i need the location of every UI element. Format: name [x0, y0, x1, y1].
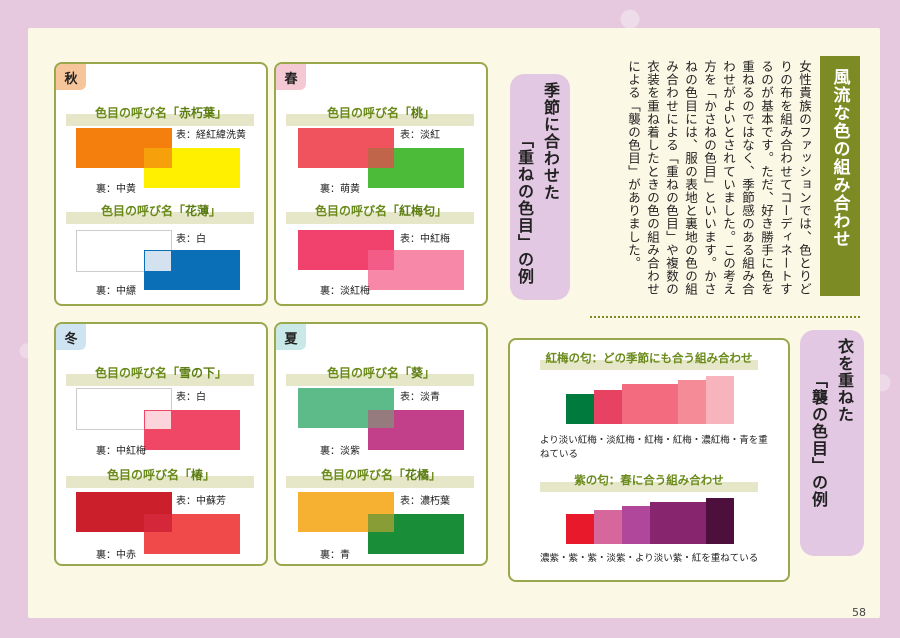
swatch-overlap: [368, 410, 394, 428]
season-tag: 冬: [56, 324, 86, 350]
color-name: 色目の呼び名「雪の下」: [94, 366, 228, 380]
name-underline: [286, 476, 474, 488]
swatch-overlap: [144, 148, 172, 168]
color-name: 色目の呼び名「紅梅匂」: [314, 204, 448, 218]
ura-label: 裏：中紅梅: [96, 446, 146, 457]
omote-label: 表：中紅梅: [400, 234, 450, 245]
layer-koki-murasaki: [706, 498, 734, 544]
color-name: 色目の呼び名「椿」: [106, 468, 216, 482]
name-underline: [286, 374, 474, 386]
color-name: 色目の呼び名「花薄」: [100, 204, 222, 218]
ura-label: 裏：青: [320, 550, 350, 561]
swatch-overlap: [368, 148, 394, 168]
subtitle-layered-line2: 「襲の色目」の例: [809, 372, 828, 508]
panel-autumn: 秋 色目の呼び名「赤朽葉」 表：経紅緯洗黄 裏：中黄 色目の呼び名「花薄」 表：…: [54, 62, 268, 306]
page-number: 58: [852, 606, 866, 619]
omote-label: 表：濃朽葉: [400, 496, 450, 507]
ura-label: 裏：淡紅梅: [320, 286, 370, 297]
ura-label: 裏：淡紫: [320, 446, 360, 457]
layer-ao: [566, 394, 594, 424]
subtitle-seasonal-line2: 「重ねの色目」の例: [515, 132, 534, 285]
example-title-murasaki: 紫の匂：春に合う組み合わせ: [574, 473, 724, 487]
ura-label: 裏：中縹: [96, 286, 136, 297]
season-tag: 秋: [56, 64, 86, 90]
layer-yori-usu-koubai: [706, 376, 734, 424]
swatch-overlap: [368, 514, 394, 532]
example-desc-koubai: より淡い紅梅・淡紅梅・紅梅・紅梅・濃紅梅・青を重ねている: [540, 435, 768, 460]
ura-label: 裏：萌黄: [320, 184, 360, 195]
omote-label: 表：淡紅: [400, 130, 440, 141]
swatch-overlap: [368, 250, 394, 270]
omote-label: 表：白: [176, 392, 206, 403]
dotted-divider: [590, 316, 860, 318]
article-title: 風流な色の組み合わせ: [820, 56, 860, 296]
layer-murasaki: [650, 502, 706, 544]
panel-summer: 夏 色目の呼び名「葵」 表：淡青 裏：淡紫 色目の呼び名「花橘」 表：濃朽葉 裏…: [274, 322, 488, 566]
subtitle-pill: [800, 330, 864, 556]
name-underline: [66, 374, 254, 386]
subtitle-layered-line1: 衣を重ねた: [835, 338, 854, 423]
name-underline: [66, 476, 254, 488]
omote-label: 表：中蘇芳: [176, 496, 226, 507]
name-underline: [66, 212, 254, 224]
subtitle-seasonal-line1: 季節に合わせた: [541, 82, 560, 201]
swatch-overlap: [144, 514, 172, 532]
article-body: 女性貴族のファッションでは、色とりどりの布を組み合わせてコーディネートするのが基…: [626, 60, 812, 296]
layer-yori-usu-murasaki: [594, 510, 622, 544]
kasane-examples-panel: 紅梅の匂：どの季節にも合う組み合わせ より淡い紅梅・淡紅梅・紅梅・紅梅・濃紅梅・…: [508, 338, 790, 582]
layer-koubai: [622, 384, 678, 424]
name-underline: [66, 114, 254, 126]
season-tag: 夏: [276, 324, 306, 350]
swatch-overlap: [145, 411, 171, 429]
omote-label: 表：経紅緯洗黄: [176, 130, 246, 141]
panel-winter: 冬 色目の呼び名「雪の下」 表：白 裏：中紅梅 色目の呼び名「椿」 表：中蘇芳 …: [54, 322, 268, 566]
ura-label: 裏：中黄: [96, 184, 136, 195]
color-name: 色目の呼び名「葵」: [326, 366, 436, 380]
color-name: 色目の呼び名「桃」: [326, 106, 436, 120]
omote-label: 表：白: [176, 234, 206, 245]
title-underline: [540, 482, 758, 492]
ura-label: 裏：中赤: [96, 550, 136, 561]
subtitle-pill: [510, 74, 570, 300]
example-title-koubai: 紅梅の匂：どの季節にも合う組み合わせ: [545, 351, 753, 365]
name-underline: [286, 114, 474, 126]
layer-usu-murasaki: [622, 506, 650, 544]
layer-koki-koubai: [594, 390, 622, 424]
color-name: 色目の呼び名「花橘」: [320, 468, 442, 482]
swatch-overlap: [145, 251, 171, 271]
omote-label: 表：淡青: [400, 392, 440, 403]
title-underline: [540, 360, 758, 370]
panel-spring: 春 色目の呼び名「桃」 表：淡紅 裏：萌黄 色目の呼び名「紅梅匂」 表：中紅梅 …: [274, 62, 488, 306]
layer-usu-koubai: [678, 380, 706, 424]
layer-kurenai: [566, 514, 594, 544]
example-desc-murasaki: 濃紫・紫・紫・淡紫・より淡い紫・紅を重ねている: [540, 553, 759, 564]
color-name: 色目の呼び名「赤朽葉」: [94, 106, 228, 120]
name-underline: [286, 212, 474, 224]
season-tag: 春: [276, 64, 306, 90]
